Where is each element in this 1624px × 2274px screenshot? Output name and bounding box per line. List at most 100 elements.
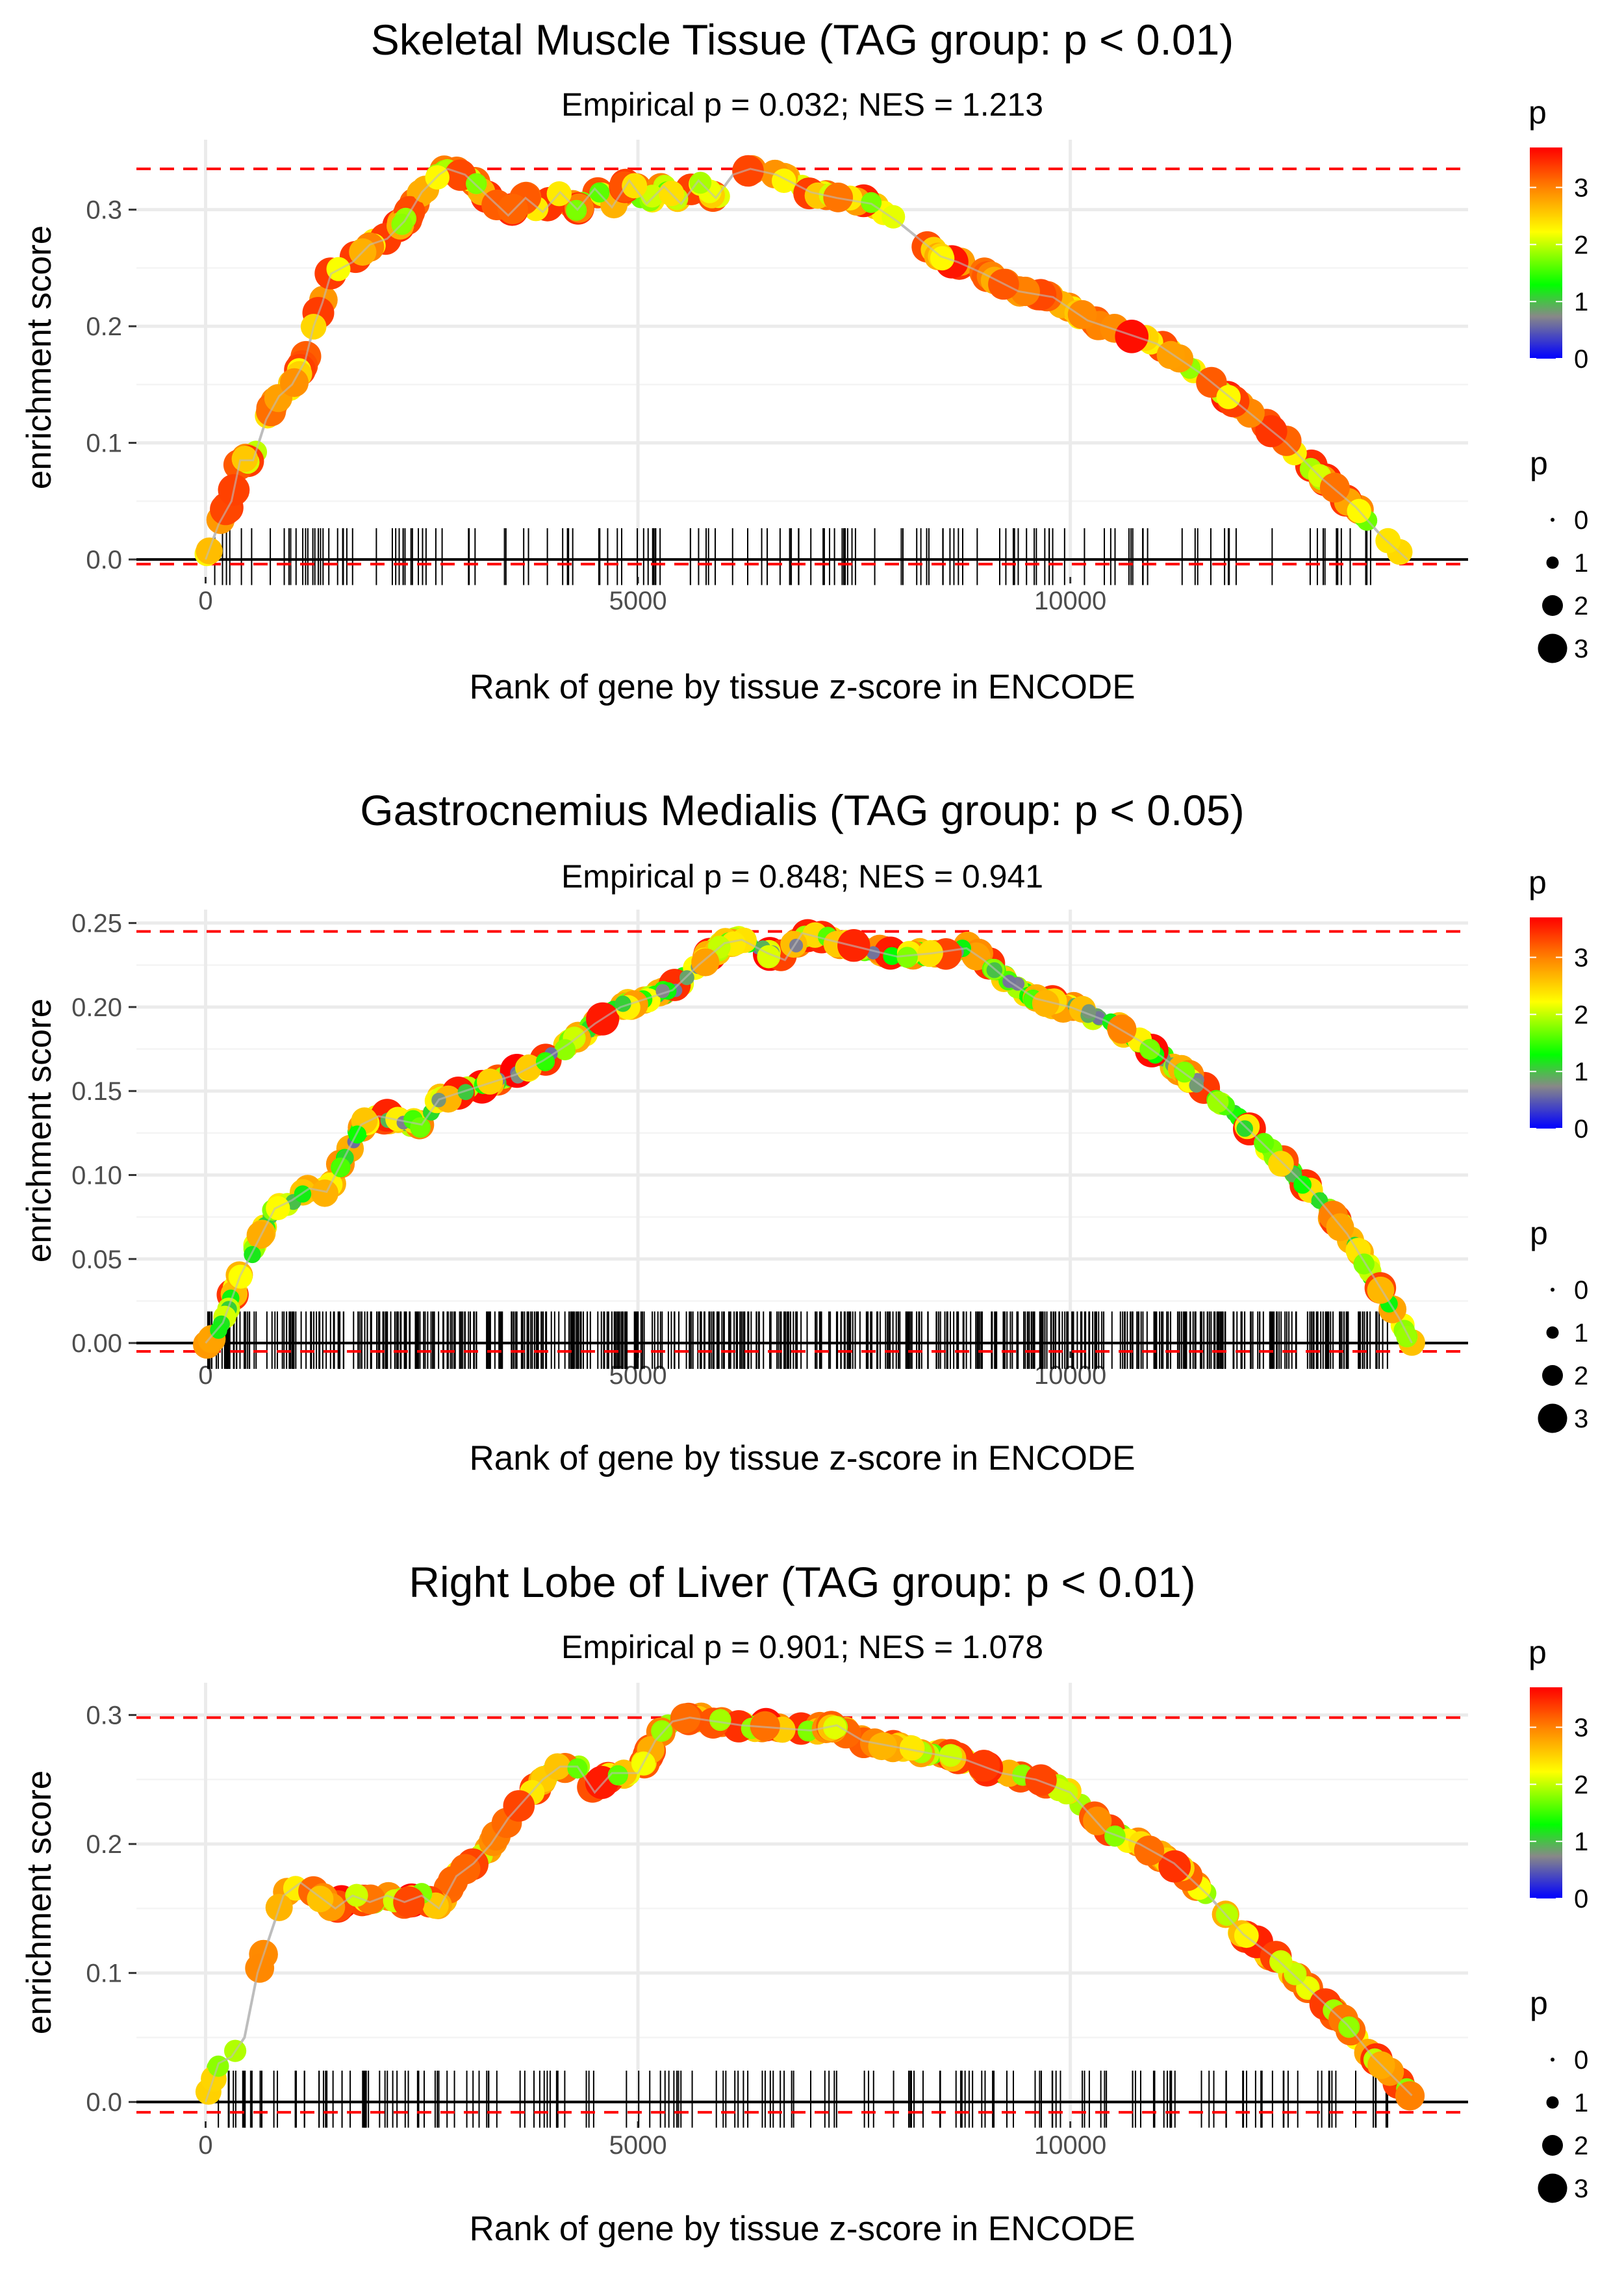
colorbar-tick-label: 1 [1574,1058,1588,1086]
plot-area: 0.000.050.100.150.200.250 5000 10000 [71,910,1468,1390]
x-axis-label: Rank of gene by tissue z-score in ENCODE [469,1439,1135,1477]
y-tick-label: 0.1 [86,429,122,458]
plot-area: 0.0 0.1 0.2 0.3 0 5000 10000 [86,1683,1468,2160]
data-point [1115,320,1148,353]
size-legend-dot [1546,1326,1559,1339]
data-point [1104,1825,1126,1847]
data-point [823,1715,847,1739]
x-axis-label: Rank of gene by tissue z-score in ENCODE [469,2210,1135,2248]
x-tick-label: 10000 [1034,2131,1106,2160]
color-scale-bar [1530,917,1562,1129]
data-point [331,1157,351,1178]
data-point [348,1125,366,1143]
data-point [691,948,720,977]
color-legend-ticks: 0 1 2 3 [1530,943,1588,1143]
color-legend-title: p [1529,94,1547,131]
data-point [1067,300,1097,329]
chart-title: Skeletal Muscle Tissue (TAG group: p < 0… [371,16,1234,64]
y-tick-label: 0.3 [86,1702,122,1730]
x-tick-label: 5000 [609,587,667,615]
data-point [709,1709,731,1731]
x-tick-label: 0 [198,587,212,615]
data-point [410,1117,431,1138]
size-legend-dot [1551,1288,1554,1292]
data-point [244,1246,261,1264]
color-scale-bar [1530,147,1562,359]
color-legend-title: p [1529,864,1547,901]
chart-title: Right Lobe of Liver (TAG group: p < 0.01… [409,1558,1195,1606]
data-point [899,1735,925,1761]
y-tick-label: 0.25 [71,910,122,938]
y-tick-label: 0.0 [86,546,122,574]
colorbar-tick-label: 3 [1574,173,1588,202]
color-legend-ticks: 0 1 2 3 [1530,173,1588,374]
y-tick-label: 0.2 [86,313,122,341]
data-point [1107,1014,1137,1044]
data-point [498,194,528,224]
chart-title: Gastrocnemius Medialis (TAG group: p < 0… [360,786,1245,834]
size-legend-label: 0 [1574,1276,1588,1305]
size-legend-label: 2 [1574,592,1588,620]
data-point [457,1084,474,1101]
legend: p 0 1 2 3 p 0 1 2 3 [1529,1634,1588,2203]
data-point [641,185,664,208]
chart-subtitle: Empirical p = 0.901; NES = 1.078 [561,1629,1043,1665]
data-point [870,1732,897,1759]
size-legend-items: 0 1 2 3 [1538,1276,1588,1433]
size-legend-dot [1551,518,1554,522]
y-axis-label: enrichment score [20,225,58,490]
data-point [622,173,648,199]
size-legend-dot [1538,2173,1567,2203]
size-legend-label: 3 [1574,1405,1588,1433]
y-axis-label: enrichment score [20,999,58,1263]
size-legend-label: 0 [1574,2046,1588,2075]
enrichment-curve-overlay [205,1717,1413,2102]
y-tick-label: 0.00 [71,1329,122,1358]
data-point [1025,1764,1057,1796]
data-point [772,168,796,194]
data-point [1395,2081,1425,2111]
colorbar-tick-label: 2 [1574,1770,1588,1799]
colorbar-tick-label: 3 [1574,1713,1588,1742]
size-legend-label: 2 [1574,1362,1588,1390]
color-scale-bar [1530,1687,1562,1898]
colorbar-tick-label: 1 [1574,288,1588,316]
color-legend-ticks: 0 1 2 3 [1530,1713,1588,1913]
size-legend-dot [1542,1365,1563,1386]
y-axis-label: enrichment score [20,1770,58,2035]
size-legend-label: 1 [1574,549,1588,578]
color-legend-title: p [1529,1634,1547,1670]
size-legend-items: 0 1 2 3 [1538,2046,1588,2203]
size-legend-title: p [1530,445,1548,481]
size-legend-dot [1542,595,1563,616]
chart-panel-3: Right Lobe of Liver (TAG group: p < 0.01… [20,1558,1588,2248]
colorbar-tick-label: 2 [1574,231,1588,259]
size-legend-label: 3 [1574,635,1588,663]
legend: p 0 1 2 3 p 0 1 2 3 [1529,94,1588,663]
size-legend-items: 0 1 2 3 [1538,506,1588,663]
size-legend-dot [1538,633,1567,663]
size-legend-dot [1538,1403,1567,1433]
plot-area: 0.0 0.1 0.2 0.3 0 5000 10000 [86,140,1468,615]
enrichment-curve-overlay [205,932,1413,1344]
data-point [607,1765,628,1785]
data-point [345,1884,368,1907]
chart-subtitle: Empirical p = 0.032; NES = 1.213 [561,86,1043,123]
y-tick-label: 0.1 [86,1960,122,1988]
y-tick-label: 0.2 [86,1830,122,1859]
chart-panel-2: Gastrocnemius Medialis (TAG group: p < 0… [20,786,1588,1477]
size-legend-label: 1 [1574,1319,1588,1348]
x-tick-label: 5000 [609,2131,667,2160]
colorbar-tick-label: 1 [1574,1828,1588,1856]
chart-panel-1: Skeletal Muscle Tissue (TAG group: p < 0… [20,16,1588,706]
y-tick-label: 0.15 [71,1077,122,1106]
data-point [393,1886,425,1918]
size-legend-label: 0 [1574,506,1588,535]
data-point [939,1744,963,1767]
enrichment-curve-overlay [205,168,1408,561]
enrichment-curve [204,931,1414,1344]
chart-subtitle: Empirical p = 0.848; NES = 0.941 [561,858,1043,895]
colorbar-tick-label: 3 [1574,943,1588,972]
data-point [1134,1835,1165,1866]
